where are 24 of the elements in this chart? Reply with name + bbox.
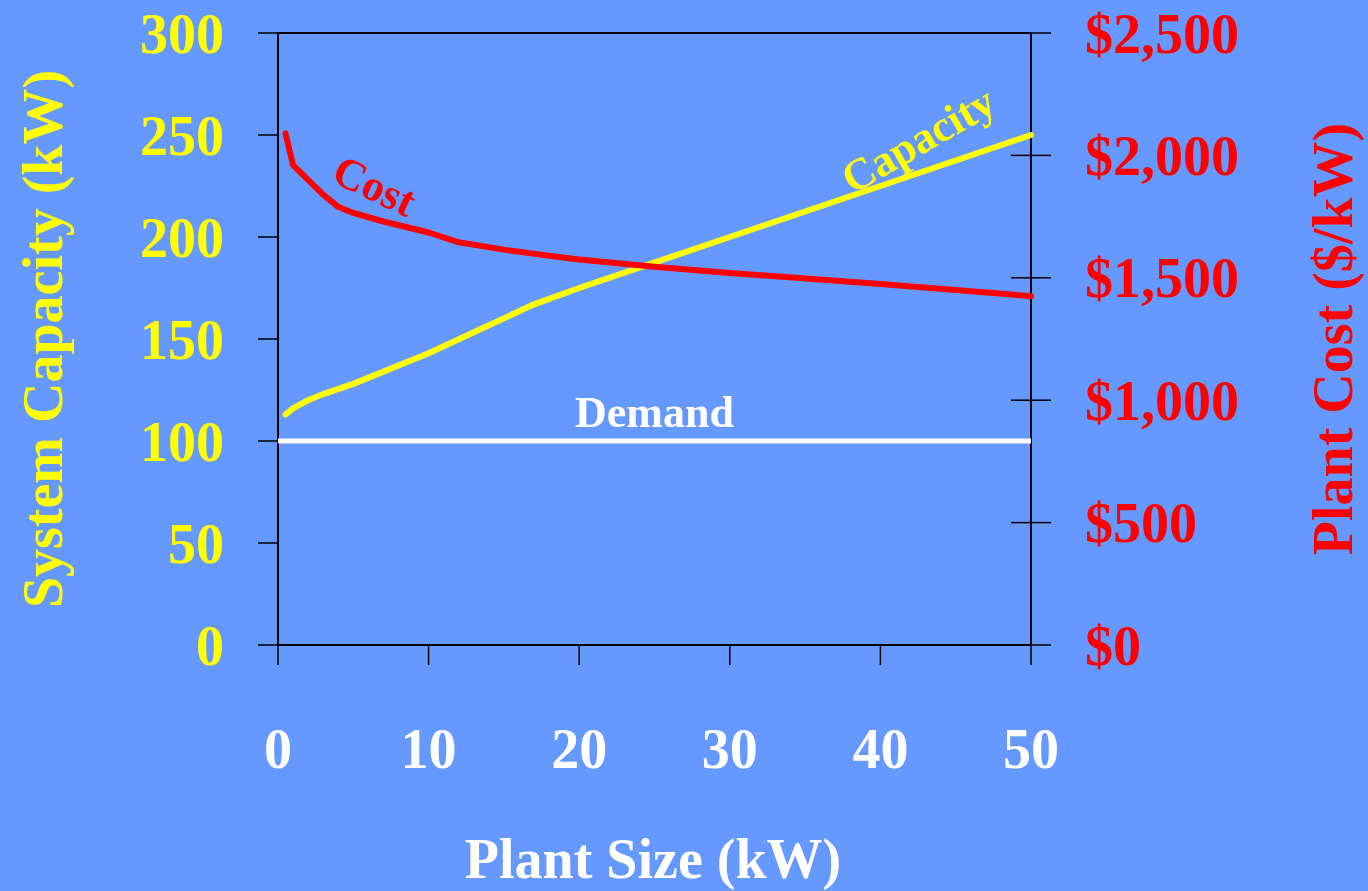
x-tick-label: 10	[400, 718, 457, 780]
y-tick-label: 300	[140, 2, 224, 65]
y-tick-label: 50	[168, 512, 224, 575]
y2-tick-label: $2,000	[1085, 125, 1239, 187]
x-tick-label: 50	[1003, 718, 1059, 780]
y2-tick-label: $2,500	[1085, 2, 1239, 65]
y2-tick-label: $500	[1085, 492, 1197, 555]
x-tick-label: 0	[264, 718, 292, 780]
y2-tick-label: $0	[1085, 614, 1141, 677]
y2-tick-label: $1,500	[1085, 247, 1239, 310]
x-tick-label: 30	[701, 718, 758, 780]
y2-axis-title: Plant Cost ($/kW)	[1302, 122, 1365, 556]
y2-tick-label: $1,000	[1085, 369, 1239, 432]
y-axis-title: System Capacity (kW)	[12, 69, 75, 609]
x-tick-label: 40	[852, 718, 909, 780]
x-tick-label: 20	[551, 718, 608, 780]
ref-line-label: Demand	[575, 388, 734, 437]
y-tick-label: 150	[140, 308, 224, 371]
y-tick-label: 200	[140, 206, 224, 269]
x-axis-title: Plant Size (kW)	[464, 828, 842, 891]
y-tick-label: 0	[196, 614, 224, 677]
y-tick-label: 250	[140, 104, 224, 167]
text: Cost	[325, 145, 425, 227]
y-tick-label: 100	[140, 410, 224, 473]
